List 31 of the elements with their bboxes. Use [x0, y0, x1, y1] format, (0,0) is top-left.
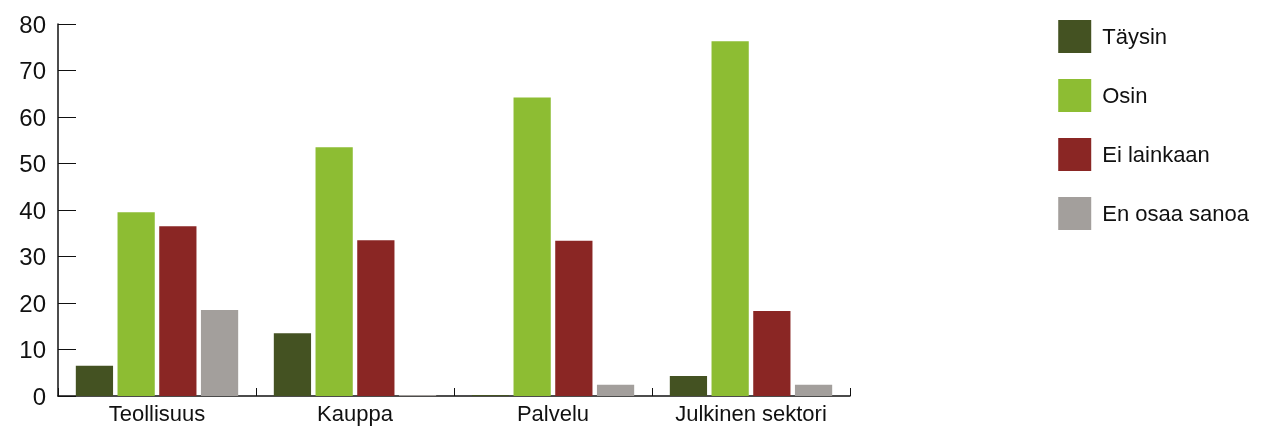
bar: [753, 310, 791, 396]
y-tick-label: 0: [32, 382, 46, 410]
x-tick-label: Julkinen sektori: [675, 400, 827, 426]
bar: [200, 309, 239, 396]
bar: [669, 376, 708, 396]
y-tick-label: 30: [19, 243, 46, 270]
x-tick-label: Teollisuus: [108, 400, 206, 426]
y-tick-label: 20: [19, 289, 46, 317]
y-tick-label: 10: [19, 336, 46, 363]
y-tick-label: 80: [19, 10, 46, 38]
bar: [555, 240, 593, 396]
y-tick-label: 60: [19, 103, 46, 131]
bar: [273, 333, 312, 396]
bar: [315, 147, 353, 396]
legend-label: En osaa sanoa: [1102, 201, 1250, 226]
bar: [117, 212, 155, 396]
bar: [357, 240, 395, 396]
bar: [159, 226, 197, 396]
bar: [75, 365, 114, 396]
y-tick-label: 50: [19, 150, 46, 177]
bar: [513, 97, 551, 396]
bar: [596, 384, 635, 396]
y-tick-label: 70: [19, 57, 46, 84]
legend-label: Osin: [1102, 83, 1148, 108]
bar: [794, 384, 833, 396]
x-tick-label: Palvelu: [516, 400, 590, 426]
bar: [711, 41, 749, 396]
legend-label: Täysin: [1102, 24, 1168, 49]
legend-label: Ei lainkaan: [1102, 142, 1210, 167]
y-tick-label: 40: [19, 196, 46, 224]
x-tick-label: Kauppa: [317, 400, 394, 426]
